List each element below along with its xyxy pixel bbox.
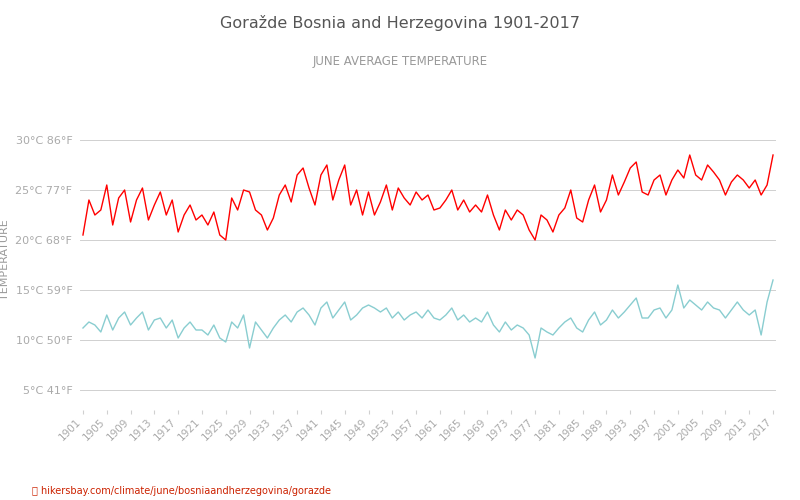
Text: JUNE AVERAGE TEMPERATURE: JUNE AVERAGE TEMPERATURE bbox=[313, 55, 487, 68]
Text: Goražde Bosnia and Herzegovina 1901-2017: Goražde Bosnia and Herzegovina 1901-2017 bbox=[220, 15, 580, 31]
Y-axis label: TEMPERATURE: TEMPERATURE bbox=[0, 220, 10, 300]
Text: 📍 hikersbay.com/climate/june/bosniaandherzegovina/gorazde: 📍 hikersbay.com/climate/june/bosniaandhe… bbox=[32, 486, 331, 496]
